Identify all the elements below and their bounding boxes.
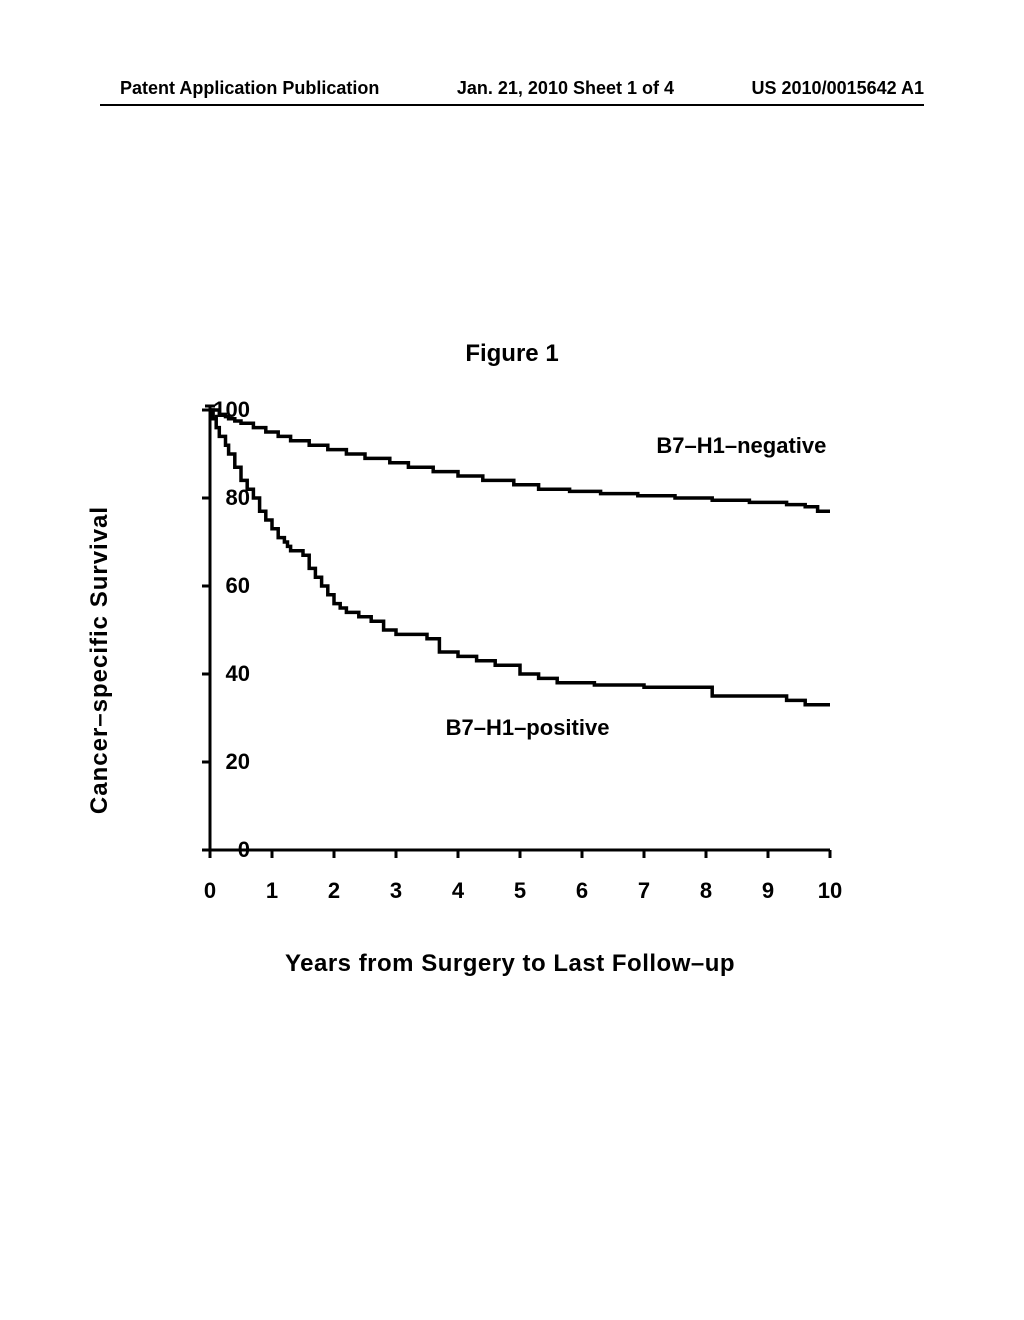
label-positive: B7–H1–positive	[446, 715, 610, 741]
ytick-label: 60	[200, 573, 250, 599]
x-axis-label: Years from Surgery to Last Follow–up	[285, 950, 735, 978]
ytick-label: 80	[200, 485, 250, 511]
ytick-label: 20	[200, 749, 250, 775]
page-header: Patent Application Publication Jan. 21, …	[0, 78, 1024, 99]
xtick-label: 0	[204, 878, 216, 904]
xtick-label: 4	[452, 878, 464, 904]
xtick-label: 2	[328, 878, 340, 904]
label-negative: B7–H1–negative	[656, 433, 826, 459]
xtick-label: 5	[514, 878, 526, 904]
ytick-label: 40	[200, 661, 250, 687]
xtick-label: 6	[576, 878, 588, 904]
header-rule	[100, 104, 924, 106]
figure-title: Figure 1	[0, 340, 1024, 368]
y-axis-label: Cancer–specific Survival	[86, 506, 114, 814]
xtick-label: 1	[266, 878, 278, 904]
xtick-label: 3	[390, 878, 402, 904]
xtick-label: 8	[700, 878, 712, 904]
plot-area: 020406080100012345678910B7–H1–negativeB7…	[200, 400, 880, 870]
xtick-label: 7	[638, 878, 650, 904]
curve-negative	[210, 410, 830, 511]
header-right: US 2010/0015642 A1	[752, 78, 924, 99]
ytick-label: 100	[200, 397, 250, 423]
xtick-label: 10	[818, 878, 842, 904]
survival-chart: Cancer–specific Survival Years from Surg…	[140, 400, 880, 920]
header-left: Patent Application Publication	[120, 78, 379, 99]
header-center: Jan. 21, 2010 Sheet 1 of 4	[457, 78, 674, 99]
xtick-label: 9	[762, 878, 774, 904]
ytick-label: 0	[200, 837, 250, 863]
